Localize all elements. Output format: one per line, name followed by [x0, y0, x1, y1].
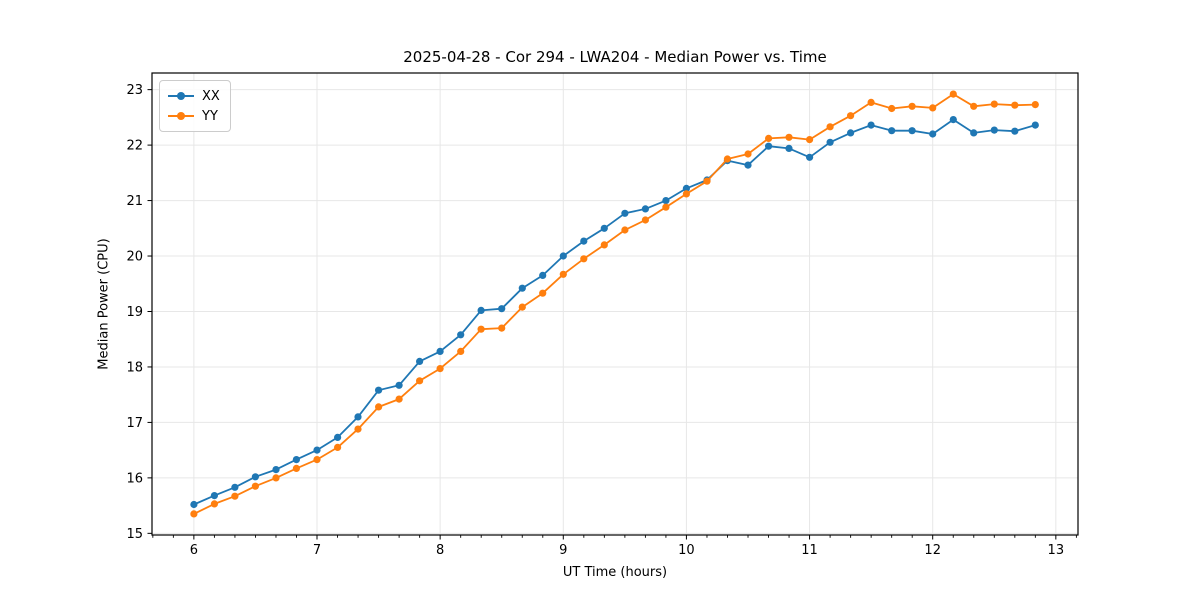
- svg-text:7: 7: [313, 543, 321, 558]
- legend-label-xx: XX: [202, 88, 220, 104]
- svg-text:21: 21: [126, 194, 143, 209]
- y-axis-label: Median Power (CPU): [96, 238, 112, 370]
- svg-text:13: 13: [1048, 543, 1065, 558]
- legend: XX YY: [159, 80, 231, 132]
- svg-text:6: 6: [190, 543, 198, 558]
- svg-text:16: 16: [126, 471, 143, 486]
- x-axis-label: UT Time (hours): [562, 565, 668, 580]
- svg-text:12: 12: [924, 543, 941, 558]
- svg-text:15: 15: [126, 527, 143, 542]
- svg-text:10: 10: [678, 543, 695, 558]
- svg-text:18: 18: [126, 360, 143, 375]
- svg-text:8: 8: [436, 543, 444, 558]
- svg-text:22: 22: [126, 139, 143, 154]
- svg-text:20: 20: [126, 250, 143, 265]
- svg-text:19: 19: [126, 305, 143, 320]
- svg-text:17: 17: [126, 416, 143, 431]
- legend-item-xx: XX: [168, 86, 220, 106]
- svg-text:9: 9: [559, 543, 567, 558]
- legend-label-yy: YY: [202, 108, 218, 124]
- chart-title: 2025-04-28 - Cor 294 - LWA204 - Median P…: [403, 48, 827, 66]
- svg-text:23: 23: [126, 83, 143, 98]
- legend-marker-yy-icon: [168, 112, 194, 120]
- svg-text:11: 11: [801, 543, 818, 558]
- legend-item-yy: YY: [168, 106, 220, 126]
- legend-marker-xx-icon: [168, 92, 194, 100]
